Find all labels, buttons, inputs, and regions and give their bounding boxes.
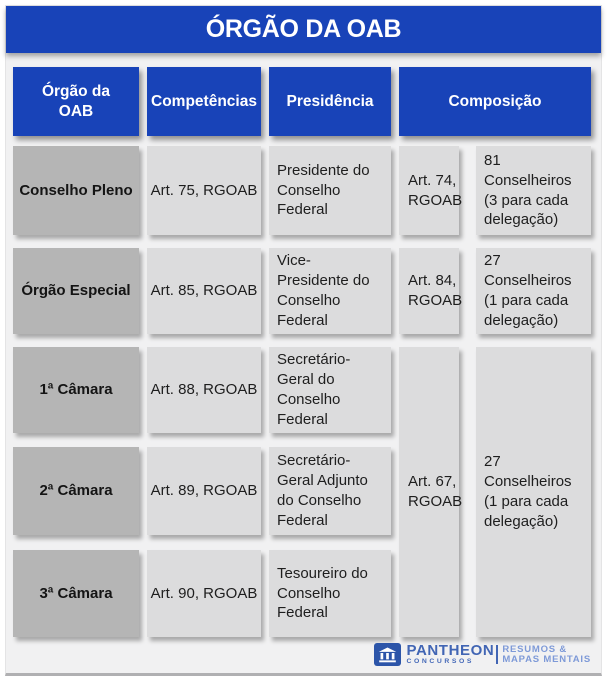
cell-text: 81 Conselheiros (3 para cada delegação)	[484, 151, 572, 229]
cell-text: 27 Conselheiros (1 para cada delegação)	[484, 453, 572, 530]
logo-divider	[496, 645, 499, 664]
cell-conselho-pleno-composicao-art: Art. 74, RGOAB	[399, 146, 463, 235]
column-header-presidencia: Presidência	[269, 67, 391, 136]
cell-3a-camara-presidencia: Tesoureiro do Conselho Federal	[269, 550, 391, 637]
column-header-orgao: Órgão da OAB	[13, 67, 139, 136]
column-header-presidencia-label: Presidência	[286, 92, 374, 110]
column-header-competencias-label: Competências	[151, 92, 257, 110]
logo-brand-block: PANTHEON CONCURSOS	[406, 643, 494, 666]
cell-text: Art. 84, RGOAB	[408, 272, 463, 309]
table-row-label-3a-camara: 3ª Câmara	[13, 550, 139, 637]
oab-table: Órgão da OAB Competências Presidência Co…	[13, 67, 601, 637]
cell-1a-camara-competencias: Art. 88, RGOAB	[147, 347, 261, 433]
infographic-page: ÓRGÃO DA OAB Órgão da OAB Competências P…	[5, 5, 602, 676]
logo-tagline-block: RESUMOS & MAPAS MENTAIS	[502, 643, 591, 665]
cell-orgao-especial-presidencia: Vice- Presidente do Conselho Federal	[269, 248, 391, 334]
table-row-label-conselho-pleno: Conselho Pleno	[13, 146, 139, 235]
row-label-text: Órgão Especial	[21, 282, 131, 300]
cell-text: Secretário- Geral Adjunto do Conselho Fe…	[277, 452, 368, 529]
table-row-label-1a-camara: 1ª Câmara	[13, 347, 139, 433]
logo-brand-name: PANTHEON	[406, 642, 495, 660]
cell-orgao-especial-composicao-art: Art. 84, RGOAB	[399, 248, 463, 334]
cell-2a-camara-presidencia: Secretário- Geral Adjunto do Conselho Fe…	[269, 447, 391, 535]
cell-text: Art. 89, RGOAB	[150, 482, 258, 500]
page-title: ÓRGÃO DA OAB	[205, 15, 402, 43]
cell-text: Art. 90, RGOAB	[150, 584, 258, 602]
cell-2a-camara-competencias: Art. 89, RGOAB	[147, 447, 261, 535]
cell-text: Art. 74, RGOAB	[408, 171, 463, 209]
cell-conselho-pleno-competencias: Art. 75, RGOAB	[147, 146, 261, 235]
logo-tagline-line1: RESUMOS &	[502, 643, 568, 655]
column-header-composicao-label: Composição	[448, 92, 542, 110]
row-label-text: 1ª Câmara	[39, 381, 113, 399]
pantheon-logo: PANTHEON CONCURSOS RESUMOS & MAPAS MENTA…	[374, 643, 591, 666]
cell-orgao-especial-competencias: Art. 85, RGOAB	[147, 248, 261, 334]
column-header-composicao: Composição	[399, 67, 591, 136]
cell-conselho-pleno-presidencia: Presidente do Conselho Federal	[269, 146, 391, 235]
column-header-orgao-label: Órgão da OAB	[41, 83, 111, 120]
row-label-text: 3ª Câmara	[39, 584, 113, 602]
cell-3a-camara-competencias: Art. 90, RGOAB	[147, 550, 261, 637]
cell-text: Vice- Presidente do Conselho Federal	[277, 252, 370, 329]
cell-text: Secretário- Geral do Conselho Federal	[277, 351, 351, 428]
row-label-text: Conselho Pleno	[19, 181, 133, 199]
column-header-competencias: Competências	[147, 67, 261, 136]
row-label-text: 2ª Câmara	[39, 482, 113, 500]
cell-camaras-composicao-art-merged: Art. 67, RGOAB	[399, 347, 463, 637]
cell-orgao-especial-composicao-desc: 27 Conselheiros (1 para cada delegação)	[476, 248, 591, 334]
cell-camaras-composicao-desc-merged: 27 Conselheiros (1 para cada delegação)	[476, 347, 591, 637]
cell-text: Art. 67, RGOAB	[408, 473, 463, 510]
pantheon-temple-icon	[374, 643, 402, 666]
cell-1a-camara-presidencia: Secretário- Geral do Conselho Federal	[269, 347, 391, 433]
cell-text: Presidente do Conselho Federal	[277, 161, 370, 219]
title-bar: ÓRGÃO DA OAB	[6, 6, 601, 53]
cell-text: 27 Conselheiros (1 para cada delegação)	[484, 252, 572, 329]
table-row-label-orgao-especial: Órgão Especial	[13, 248, 139, 334]
cell-text: Art. 88, RGOAB	[150, 381, 258, 399]
cell-text: Tesoureiro do Conselho Federal	[277, 564, 368, 622]
cell-conselho-pleno-composicao-desc: 81 Conselheiros (3 para cada delegação)	[476, 146, 591, 235]
cell-text: Art. 85, RGOAB	[150, 282, 258, 300]
logo-brand-subtitle: CONCURSOS	[406, 658, 475, 666]
cell-text: Art. 75, RGOAB	[150, 181, 258, 199]
table-row-label-2a-camara: 2ª Câmara	[13, 447, 139, 535]
logo-tagline-line2: MAPAS MENTAIS	[502, 653, 591, 665]
